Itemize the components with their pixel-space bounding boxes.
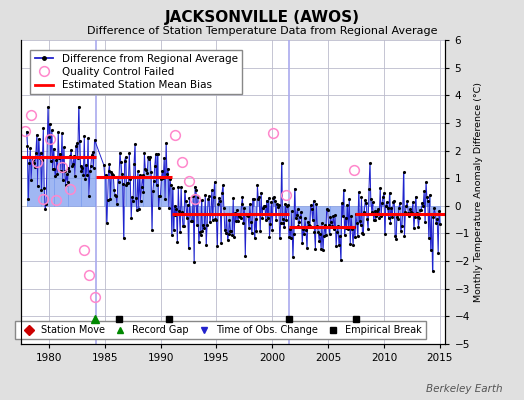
Text: Berkeley Earth: Berkeley Earth [427, 384, 503, 394]
Y-axis label: Monthly Temperature Anomaly Difference (°C): Monthly Temperature Anomaly Difference (… [474, 82, 483, 302]
Legend: Station Move, Record Gap, Time of Obs. Change, Empirical Break: Station Move, Record Gap, Time of Obs. C… [15, 321, 426, 339]
Text: Difference of Station Temperature Data from Regional Average: Difference of Station Temperature Data f… [87, 26, 437, 36]
Text: JACKSONVILLE (AWOS): JACKSONVILLE (AWOS) [165, 10, 359, 25]
